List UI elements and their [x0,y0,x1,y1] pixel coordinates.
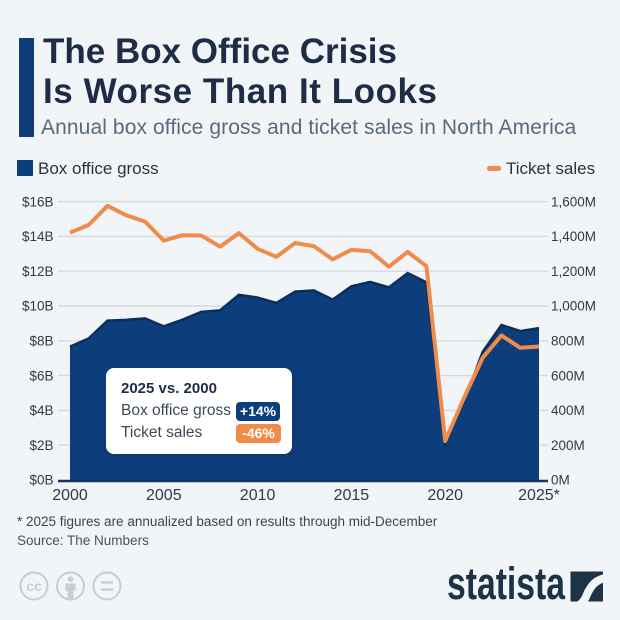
svg-text:$14B: $14B [22,229,54,244]
svg-text:2020: 2020 [427,487,463,504]
svg-text:1,000M: 1,000M [551,299,596,314]
svg-text:$10B: $10B [22,299,54,314]
svg-text:$6B: $6B [29,368,53,383]
svg-text:2010: 2010 [240,487,276,504]
svg-text:statista: statista [447,558,566,608]
svg-text:$2B: $2B [29,438,53,453]
svg-text:1,400M: 1,400M [551,229,596,244]
svg-text:$16B: $16B [22,194,54,209]
svg-text:400M: 400M [551,403,585,418]
svg-text:1,600M: 1,600M [551,194,596,209]
svg-text:0M: 0M [551,473,570,488]
svg-text:200M: 200M [551,438,585,453]
svg-text:2015: 2015 [334,487,370,504]
svg-text:$0B: $0B [29,473,53,488]
svg-text:cc: cc [26,578,42,594]
svg-text:2000: 2000 [52,487,88,504]
svg-text:800M: 800M [551,334,585,349]
svg-text:$4B: $4B [29,403,53,418]
svg-text:2025*: 2025* [518,487,560,504]
svg-text:$12B: $12B [22,264,54,279]
svg-text:1,200M: 1,200M [551,264,596,279]
svg-text:$8B: $8B [29,334,53,349]
svg-text:600M: 600M [551,368,585,383]
svg-text:2005: 2005 [146,487,182,504]
